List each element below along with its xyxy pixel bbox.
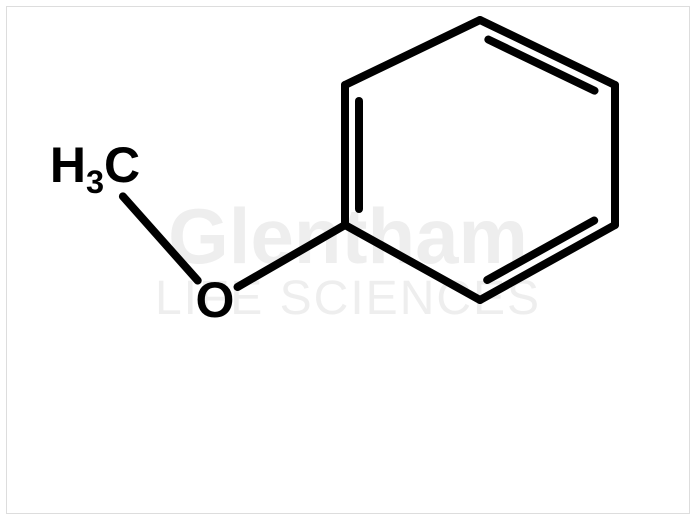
- atom-ch3-c: C: [104, 137, 140, 193]
- atom-ch3-h: H: [50, 137, 86, 193]
- atom-label-o: O: [196, 271, 235, 329]
- molecule-bonds: [0, 0, 696, 520]
- atom-ch3-sub: 3: [86, 164, 104, 200]
- atom-label-ch3: H3C: [50, 136, 140, 194]
